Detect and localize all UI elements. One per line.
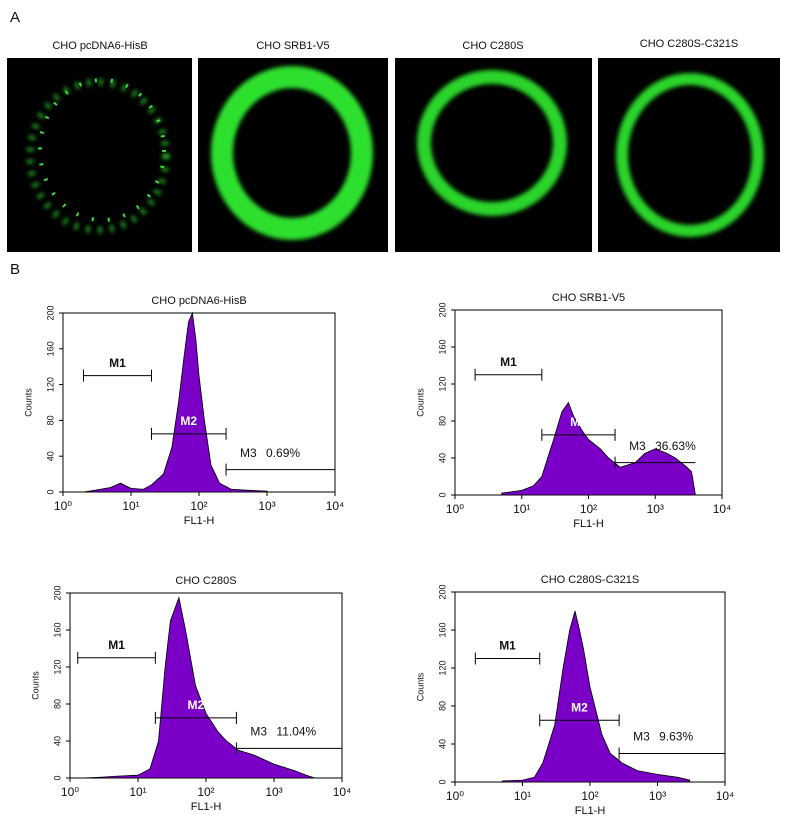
chart-title: CHO SRB1-V5 [552, 292, 625, 304]
gate-label: M3 [633, 730, 650, 744]
y-tick-label: 80 [52, 699, 62, 709]
x-axis-label: FL1-H [191, 801, 222, 813]
y-tick-label: 160 [45, 341, 55, 356]
x-tick-label: 10⁴ [326, 499, 345, 513]
gate-label: M3 [629, 439, 646, 453]
image-title: CHO SRB1-V5 [256, 40, 329, 52]
y-tick-label: 0 [45, 489, 55, 494]
x-axis-label: FL1-H [573, 518, 604, 530]
x-tick-label: 10⁰ [61, 785, 79, 799]
micrograph [598, 58, 780, 252]
gate-label: M1 [499, 639, 516, 653]
chart-title: CHO C280S-C321S [541, 574, 639, 586]
y-tick-label: 40 [437, 453, 447, 463]
y-tick-label: 0 [437, 492, 447, 497]
histogram [81, 596, 316, 779]
y-tick-label: 120 [437, 660, 447, 675]
y-tick-label: 200 [437, 302, 447, 317]
y-tick-label: 80 [437, 416, 447, 426]
gate-label: M1 [108, 638, 125, 652]
gate-label: M2 [188, 698, 205, 712]
y-tick-label: 160 [437, 339, 447, 354]
y-tick-label: 200 [52, 585, 62, 600]
x-tick-label: 10⁴ [333, 785, 352, 799]
y-tick-label: 40 [437, 739, 447, 749]
x-tick-label: 10³ [647, 502, 664, 516]
y-tick-label: 40 [52, 736, 62, 746]
histogram [501, 401, 696, 496]
y-tick-label: 40 [45, 451, 55, 461]
gate-label: M1 [109, 356, 126, 370]
x-tick-label: 10² [197, 785, 214, 799]
gate-percent: 0.69% [266, 446, 300, 460]
x-tick-label: 10⁰ [446, 789, 464, 803]
y-tick-label: 120 [437, 376, 447, 391]
gate-label: M1 [500, 355, 517, 369]
gate-percent: 11.04% [276, 725, 316, 739]
histogram [501, 610, 691, 783]
chart-title: CHO C280S [175, 575, 236, 587]
image-title: CHO pcDNA6-HisB [52, 40, 147, 52]
x-tick-label: 10¹ [129, 785, 146, 799]
micrograph [198, 58, 388, 252]
y-axis-label: Counts [415, 672, 425, 701]
panel-label: B [10, 261, 20, 278]
histogram [83, 311, 268, 493]
x-tick-label: 10⁴ [713, 502, 732, 516]
y-tick-label: 200 [437, 584, 447, 599]
micrograph [7, 58, 192, 252]
gate-percent: 9.63% [659, 730, 693, 744]
x-tick-label: 10² [190, 499, 207, 513]
x-tick-label: 10³ [265, 785, 282, 799]
image-title: CHO C280S [462, 40, 523, 52]
x-tick-label: 10¹ [513, 502, 530, 516]
x-tick-label: 10¹ [514, 789, 531, 803]
y-axis-label: Counts [415, 388, 425, 417]
y-axis-label: Counts [30, 671, 40, 700]
x-tick-label: 10¹ [122, 499, 139, 513]
y-tick-label: 160 [52, 622, 62, 637]
gate-label: M2 [571, 700, 588, 714]
gate-label: M3 [240, 446, 257, 460]
gate-label: M3 [250, 725, 267, 739]
y-tick-label: 120 [52, 659, 62, 674]
y-tick-label: 120 [45, 377, 55, 392]
x-tick-label: 10⁰ [54, 499, 72, 513]
x-axis-label: FL1-H [575, 805, 606, 817]
x-axis-label: FL1-H [184, 515, 215, 527]
y-tick-label: 80 [45, 415, 55, 425]
chart-title: CHO pcDNA6-HisB [151, 295, 246, 307]
gate-label: M2 [180, 414, 197, 428]
x-tick-label: 10⁴ [716, 789, 735, 803]
gate-label: M2 [570, 415, 587, 429]
y-tick-label: 160 [437, 622, 447, 637]
image-title: CHO C280S-C321S [640, 38, 738, 50]
x-tick-label: 10³ [649, 789, 666, 803]
y-tick-label: 200 [45, 305, 55, 320]
gate-percent: 36.63% [655, 439, 696, 453]
x-tick-label: 10² [581, 789, 598, 803]
micrograph [395, 58, 592, 252]
y-tick-label: 0 [52, 775, 62, 780]
y-tick-label: 0 [437, 779, 447, 784]
x-tick-label: 10² [580, 502, 597, 516]
x-tick-label: 10³ [258, 499, 275, 513]
x-tick-label: 10⁰ [446, 502, 464, 516]
panel-label: A [10, 9, 20, 26]
y-axis-label: Counts [23, 388, 33, 417]
y-tick-label: 80 [437, 701, 447, 711]
